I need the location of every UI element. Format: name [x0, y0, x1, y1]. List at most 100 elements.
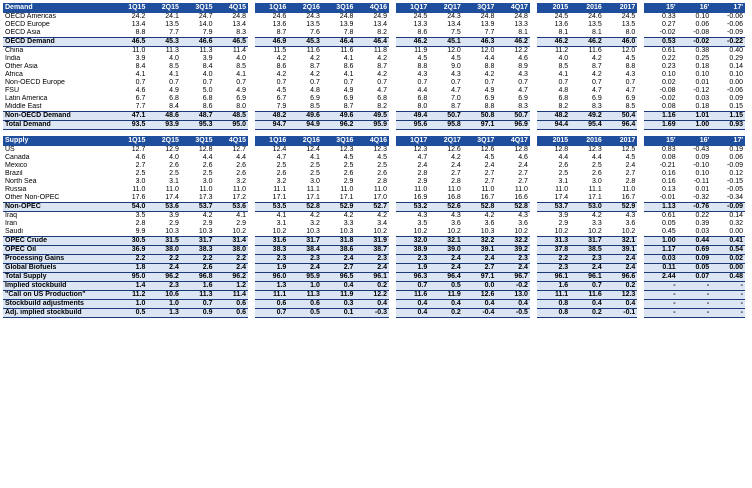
table-cell: 32.2	[496, 236, 530, 246]
table-cell: 47.1	[113, 111, 148, 121]
table-cell: -0.12	[693, 87, 710, 94]
table-cell: 7.7	[135, 103, 146, 110]
table-cell: 48.2	[536, 111, 571, 121]
table-cell: 2.5	[558, 170, 569, 177]
table-cell: 4.9	[484, 87, 495, 94]
column-gap	[529, 281, 537, 291]
table-cell: 0.01	[695, 79, 710, 86]
table-cell: 24.6	[588, 13, 602, 20]
table-cell: 0.32	[729, 220, 743, 227]
table-cell: 4.7	[417, 154, 428, 161]
column-gap	[388, 63, 396, 71]
row-label: Non-OECD Demand	[3, 111, 114, 121]
column-gap	[248, 245, 255, 255]
row-label: Implied stockbuild	[3, 281, 114, 291]
table-cell: 0.3	[321, 299, 356, 309]
table-cell: 8.7	[377, 63, 387, 70]
table-cell: 8.5	[169, 63, 179, 70]
table-cell: 96.2	[214, 272, 249, 282]
column-gap	[637, 154, 645, 162]
table-cell: 16.7	[480, 194, 495, 201]
table-cell: 8.2	[377, 29, 387, 36]
table-cell: 1.2	[214, 281, 249, 291]
table-cell: 10.2	[554, 228, 569, 235]
table-cell: 3.6	[484, 220, 495, 227]
table-cell: 0.00	[729, 79, 743, 86]
column-gap	[529, 95, 537, 103]
row-label: China	[5, 47, 24, 54]
column-gap	[637, 290, 645, 300]
table-cell: 8.8	[625, 63, 636, 70]
table-cell: 0.7	[417, 79, 428, 86]
table-cell: 4.3	[451, 71, 461, 78]
table-cell: 12.3	[413, 146, 428, 153]
column-gap	[248, 111, 255, 121]
table-cell: 0.23	[661, 63, 676, 70]
table-cell: 12.6	[480, 146, 495, 153]
table-cell: 2.5	[169, 170, 179, 177]
table-cell: 93.5	[113, 120, 148, 130]
table-cell: 31.9	[355, 236, 389, 246]
table-cell: 31.4	[214, 236, 249, 246]
row-label: OECD Demand	[3, 37, 114, 47]
table-cell: 8.8	[484, 103, 495, 110]
column-gap	[388, 46, 396, 55]
table-cell: -0.15	[727, 178, 743, 185]
table-cell: 13.6	[554, 21, 569, 28]
table-cell: 12.3	[373, 146, 387, 153]
table-cell: 52.8	[288, 202, 322, 212]
table-cell: 96.9	[496, 120, 530, 130]
table-cell: 0.7	[180, 299, 215, 309]
table-cell: 95.0	[113, 272, 148, 282]
table-cell: 4.6	[135, 87, 146, 94]
table-cell: 0.7	[395, 281, 430, 291]
table-cell: -0.3	[355, 308, 389, 318]
table-cell: 10.2	[232, 228, 247, 235]
column-header: 4Q16	[355, 136, 389, 146]
table-cell: 96.1	[536, 272, 571, 282]
table-cell: 0.08	[661, 103, 676, 110]
table-cell: 4.0	[558, 55, 569, 62]
column-gap	[529, 211, 537, 220]
table-cell: 2.3	[147, 281, 181, 291]
table-cell: 2.7	[625, 170, 636, 177]
table-cell: 12.4	[272, 146, 287, 153]
table-cell: 4.9	[343, 87, 354, 94]
table-cell: 2.3	[288, 254, 322, 264]
column-gap	[248, 194, 255, 203]
column-gap	[529, 202, 537, 212]
column-header: 2Q16	[288, 136, 322, 146]
table-cell: 4.6	[518, 154, 528, 161]
table-cell: 24.5	[554, 13, 569, 20]
table-cell: 53.5	[254, 202, 289, 212]
column-gap	[248, 46, 255, 55]
table-cell: 4.3	[518, 212, 528, 219]
table-cell: 11.6	[395, 290, 430, 300]
column-header: 2017	[603, 136, 638, 146]
table-cell: 7.9	[276, 103, 287, 110]
table-cell: 4.2	[310, 71, 320, 78]
table-row: Brazil 2.5 2.5 2.5 2.6 2.6 2.5 2.6 2.6 2.8 2.7 2.7 2…	[3, 170, 745, 178]
table-cell: 0.7	[202, 79, 213, 86]
table-cell: 4.2	[377, 71, 387, 78]
table-cell: 38.6	[321, 245, 356, 255]
table-cell: 2.3	[570, 254, 604, 264]
column-gap	[248, 220, 255, 228]
column-gap	[388, 162, 396, 170]
table-cell: 0.11	[644, 263, 678, 273]
table-cell: 0.02	[661, 79, 676, 86]
table-cell: 13.5	[306, 21, 320, 28]
column-gap	[637, 299, 645, 309]
column-gap	[637, 63, 645, 71]
column-gap	[529, 37, 537, 47]
table-cell: 39.2	[496, 245, 530, 255]
table-cell: 8.0	[236, 103, 247, 110]
table-cell: -	[711, 308, 745, 318]
table-cell: -0.02	[659, 95, 676, 102]
column-gap	[637, 272, 645, 282]
table-cell: 96.1	[570, 272, 604, 282]
column-gap	[529, 245, 537, 255]
table-cell: 3.9	[558, 212, 569, 219]
column-gap	[388, 211, 396, 220]
table-cell: 11.6	[588, 47, 602, 54]
